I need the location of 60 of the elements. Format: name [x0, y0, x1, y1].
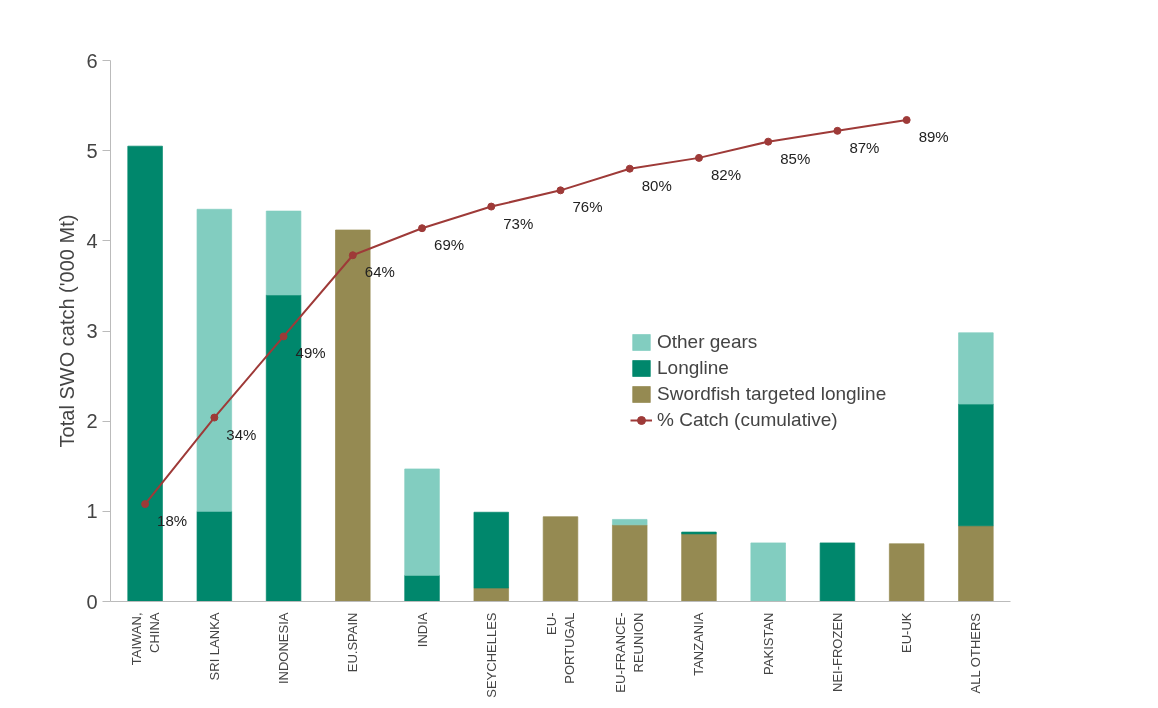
point — [833, 126, 842, 135]
point — [141, 500, 150, 509]
point — [279, 332, 288, 341]
bar — [958, 403, 994, 527]
x-tick-label: SRI LANKA — [206, 612, 222, 681]
point — [902, 116, 911, 124]
legend-label: Other gears — [657, 331, 758, 353]
data-label: 69% — [434, 236, 465, 254]
bar — [681, 533, 717, 602]
bar — [473, 511, 509, 589]
bar — [612, 519, 648, 526]
x-tick-label: EU.SPAIN — [345, 612, 361, 673]
y-tick-label: 2 — [86, 410, 98, 433]
bar — [612, 524, 648, 602]
x-tick-label: INDIA — [414, 612, 430, 648]
bar — [404, 575, 440, 602]
bar — [958, 332, 994, 405]
legend-label: Longline — [657, 357, 729, 379]
point — [556, 186, 565, 195]
x-tick-label: ALL OTHERS — [968, 612, 984, 694]
data-label: 76% — [572, 198, 603, 216]
point — [348, 251, 357, 260]
x-tick-label: EU-UK — [899, 612, 915, 653]
data-label: 89% — [918, 128, 949, 146]
data-label: 87% — [849, 138, 880, 156]
point — [210, 413, 219, 422]
data-label: 73% — [503, 214, 534, 232]
y-tick-label: 4 — [86, 229, 98, 252]
bar — [889, 543, 925, 602]
y-tick-label: 6 — [86, 49, 98, 72]
bar — [265, 210, 302, 296]
y-axis-title: Total SWO catch ('000 Mt) — [56, 214, 79, 448]
y-tick-label: 0 — [86, 590, 98, 613]
point — [694, 153, 703, 162]
x-tick-label: INDONESIA — [276, 612, 292, 685]
point — [625, 164, 634, 173]
x-tick-label: PAKISTAN — [760, 612, 776, 675]
bar — [542, 516, 579, 602]
point — [764, 137, 773, 146]
x-tick-label: TANZANIA — [691, 612, 707, 676]
legend-label: Swordfish targeted longline — [657, 383, 887, 405]
y-tick-label: 5 — [86, 139, 98, 162]
data-label: 80% — [641, 176, 672, 194]
y-tick-label: 1 — [86, 500, 98, 523]
point — [418, 224, 427, 233]
point — [487, 202, 496, 211]
bar — [819, 542, 856, 602]
bar — [196, 510, 232, 602]
x-tick-label: NEI-FROZEN — [829, 612, 845, 692]
y-tick-label: 3 — [86, 320, 98, 342]
bar — [404, 468, 440, 576]
bar — [750, 542, 786, 602]
bar — [958, 525, 994, 602]
x-tick-label: SEYCHELLES — [483, 612, 499, 698]
x-tick-label: EU-PORTUGAL — [544, 612, 577, 684]
data-label: 82% — [710, 165, 741, 183]
legend-label: % Catch (cumulative) — [657, 409, 838, 431]
x-tick-label: EU-FRANCE-REUNION — [613, 612, 647, 693]
data-label: 85% — [780, 149, 811, 167]
x-tick-label: TAIWAN, CHINA — [128, 612, 162, 666]
